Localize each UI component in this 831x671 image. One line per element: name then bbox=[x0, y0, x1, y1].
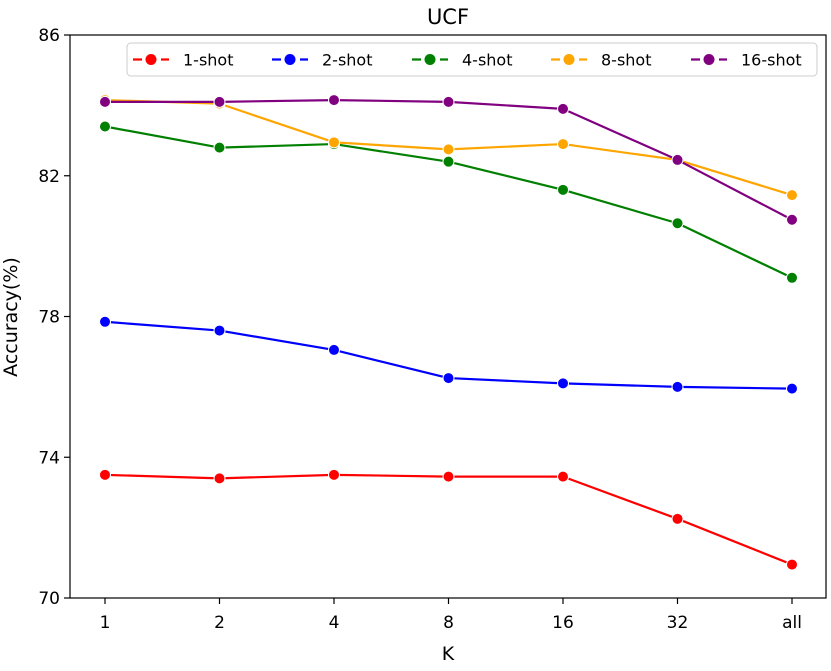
data-point-2-shot bbox=[99, 315, 111, 328]
x-tick-label: 2 bbox=[214, 613, 225, 633]
legend-swatch-marker bbox=[703, 54, 715, 65]
y-tick-label: 82 bbox=[38, 167, 60, 187]
legend-swatch-marker bbox=[284, 54, 296, 65]
y-tick-label: 86 bbox=[38, 26, 60, 46]
data-point-4-shot bbox=[99, 120, 111, 133]
legend-swatch-marker bbox=[424, 54, 436, 65]
x-tick-label: 16 bbox=[552, 613, 574, 633]
data-point-2-shot bbox=[328, 343, 340, 356]
data-point-1-shot bbox=[786, 558, 798, 571]
x-tick-label: 8 bbox=[443, 613, 454, 633]
x-tick-label: all bbox=[782, 613, 802, 633]
legend-box bbox=[126, 42, 818, 77]
data-point-2-shot bbox=[557, 377, 569, 390]
y-tick-label: 70 bbox=[38, 589, 60, 609]
legend-label: 4-shot bbox=[462, 51, 513, 70]
data-point-1-shot bbox=[99, 468, 111, 481]
data-point-4-shot bbox=[786, 271, 798, 284]
data-point-4-shot bbox=[213, 141, 226, 154]
x-tick-label: 32 bbox=[667, 613, 689, 633]
series-16-shot bbox=[99, 94, 798, 226]
data-point-16-shot bbox=[99, 95, 111, 108]
data-point-1-shot bbox=[328, 468, 340, 481]
data-point-16-shot bbox=[328, 94, 340, 107]
data-point-8-shot bbox=[442, 143, 455, 156]
plot-frame bbox=[69, 34, 827, 599]
data-point-16-shot bbox=[557, 102, 569, 115]
data-point-1-shot bbox=[442, 470, 455, 483]
y-tick-label: 74 bbox=[38, 448, 60, 468]
data-point-16-shot bbox=[671, 153, 684, 166]
data-point-4-shot bbox=[671, 217, 684, 230]
legend-label: 2-shot bbox=[322, 51, 373, 70]
series-1-shot bbox=[99, 468, 798, 571]
data-point-1-shot bbox=[557, 470, 569, 483]
legend-label: 8-shot bbox=[601, 51, 652, 70]
legend-swatch-marker bbox=[563, 54, 575, 65]
data-point-2-shot bbox=[442, 372, 455, 385]
plot-area: 70 74 78 82 86 1 2 4 8 16 32 all bbox=[38, 26, 802, 633]
series-2-shot bbox=[99, 315, 798, 395]
legend-label: 16-shot bbox=[741, 51, 802, 70]
data-point-8-shot bbox=[786, 189, 798, 202]
data-point-1-shot bbox=[671, 512, 684, 525]
x-tick-label: 4 bbox=[329, 613, 340, 633]
data-point-4-shot bbox=[442, 155, 455, 168]
legend-label: 1-shot bbox=[183, 51, 234, 70]
legend: 1-shot 2-shot 4-shot 8-shot 16-shot bbox=[126, 42, 818, 77]
data-point-4-shot bbox=[557, 183, 569, 196]
data-point-2-shot bbox=[786, 382, 798, 395]
data-point-8-shot bbox=[557, 138, 569, 151]
data-point-2-shot bbox=[213, 324, 226, 337]
data-point-16-shot bbox=[786, 213, 798, 226]
legend-swatch-marker bbox=[145, 54, 157, 65]
y-axis-label: Accuracy(%) bbox=[0, 257, 22, 377]
x-tick-label: 1 bbox=[100, 613, 111, 633]
data-point-16-shot bbox=[442, 95, 455, 108]
chart-title: UCF bbox=[427, 5, 469, 29]
data-point-1-shot bbox=[213, 472, 226, 485]
y-tick-label: 78 bbox=[38, 308, 60, 328]
data-point-8-shot bbox=[328, 136, 340, 149]
x-axis-label: K bbox=[442, 643, 455, 665]
data-point-16-shot bbox=[213, 95, 226, 108]
series-4-shot bbox=[99, 120, 798, 284]
data-point-2-shot bbox=[671, 380, 684, 393]
